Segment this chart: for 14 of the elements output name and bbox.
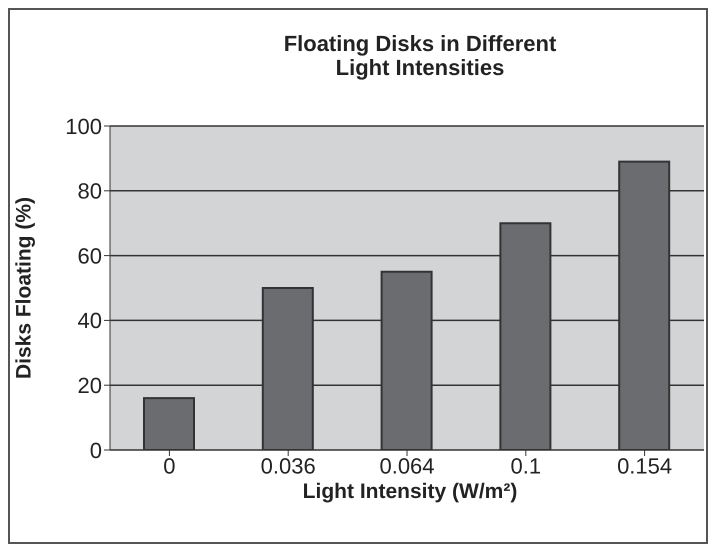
x-tick-label: 0.154 <box>617 454 672 479</box>
x-tick-label: 0 <box>163 454 176 479</box>
x-axis-title: Light Intensity (W/m²) <box>302 480 518 504</box>
x-tick-label: 0.036 <box>260 454 316 479</box>
y-tick-label: 20 <box>78 373 102 398</box>
y-axis-title: Disks Floating (%) <box>12 196 36 380</box>
y-tick-label: 40 <box>78 308 102 334</box>
chart-title: Floating Disks in Different Light Intensities <box>282 31 558 80</box>
y-tick-label: 100 <box>65 114 102 139</box>
x-tick-label: 0.064 <box>379 454 435 479</box>
y-tick-label: 0 <box>90 438 102 463</box>
x-tick-label: 0.1 <box>510 454 542 479</box>
y-tick-label: 80 <box>78 178 102 204</box>
y-tick-label: 60 <box>78 243 102 268</box>
